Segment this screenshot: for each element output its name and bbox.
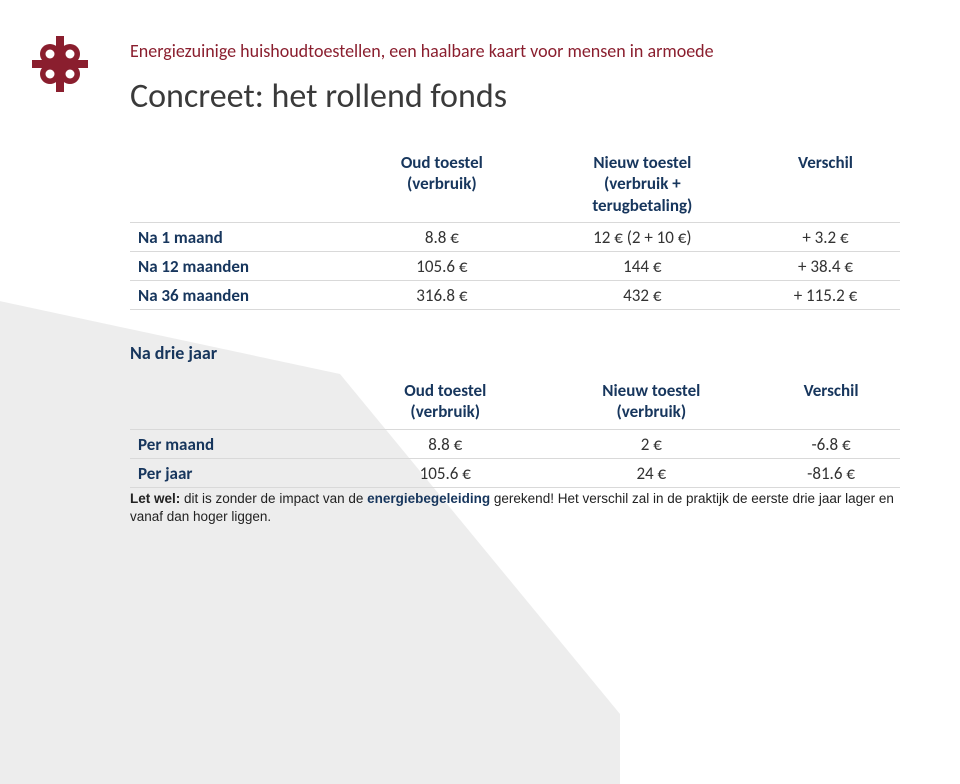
table-header-blank — [130, 150, 350, 222]
table-row: Per jaar 105.6 € 24 € -81.6 € — [130, 458, 900, 487]
section-label: Na drie jaar — [130, 342, 217, 364]
cell: 105.6 € — [350, 251, 534, 280]
table-row: Per maand 8.8 € 2 € -6.8 € — [130, 429, 900, 458]
footnote-lead: Let wel: — [130, 491, 180, 506]
table-row: Na 36 maanden 316.8 € 432 € + 115.2 € — [130, 280, 900, 309]
cell: 24 € — [541, 458, 763, 487]
cell: 8.8 € — [350, 222, 534, 251]
footnote-link: energiebegeleiding — [367, 491, 490, 506]
footnote: Let wel: dit is zonder de impact van de … — [130, 490, 910, 526]
table-row: Na 12 maanden 105.6 € 144 € + 38.4 € — [130, 251, 900, 280]
brand-logo-icon — [32, 36, 88, 92]
slide-title: Concreet: het rollend fonds — [130, 76, 507, 117]
table-header-diff: Verschil — [751, 150, 900, 222]
row-label: Na 36 maanden — [130, 280, 350, 309]
cell: -6.8 € — [762, 429, 900, 458]
cell: 144 € — [534, 251, 751, 280]
slide-header: Energiezuinige huishoudtoestellen, een h… — [130, 40, 714, 62]
table-header-new: Nieuw toestel(verbruik) — [541, 378, 763, 429]
table-header-new: Nieuw toestel(verbruik +terugbetaling) — [534, 150, 751, 222]
table-header-row: Oud toestel(verbruik) Nieuw toestel(verb… — [130, 150, 900, 222]
table-row: Na 1 maand 8.8 € 12 € (2 + 10 €) + 3.2 € — [130, 222, 900, 251]
cell: 2 € — [541, 429, 763, 458]
cell: 432 € — [534, 280, 751, 309]
cell: + 115.2 € — [751, 280, 900, 309]
cell: 105.6 € — [350, 458, 541, 487]
cell: + 3.2 € — [751, 222, 900, 251]
table-header-diff: Verschil — [762, 378, 900, 429]
background-shape — [0, 284, 620, 784]
cost-table-before: Oud toestel(verbruik) Nieuw toestel(verb… — [130, 150, 900, 310]
table-header-row: Oud toestel(verbruik) Nieuw toestel(verb… — [130, 378, 900, 429]
table-header-blank — [130, 378, 350, 429]
row-label: Per maand — [130, 429, 350, 458]
cell: + 38.4 € — [751, 251, 900, 280]
footnote-pre: dit is zonder de impact van de — [180, 491, 367, 506]
row-label: Na 12 maanden — [130, 251, 350, 280]
cost-table-after: Oud toestel(verbruik) Nieuw toestel(verb… — [130, 378, 900, 488]
cell: 8.8 € — [350, 429, 541, 458]
row-label: Per jaar — [130, 458, 350, 487]
table-header-old: Oud toestel(verbruik) — [350, 378, 541, 429]
table-header-old: Oud toestel(verbruik) — [350, 150, 534, 222]
cell: -81.6 € — [762, 458, 900, 487]
cell: 12 € (2 + 10 €) — [534, 222, 751, 251]
row-label: Na 1 maand — [130, 222, 350, 251]
cell: 316.8 € — [350, 280, 534, 309]
